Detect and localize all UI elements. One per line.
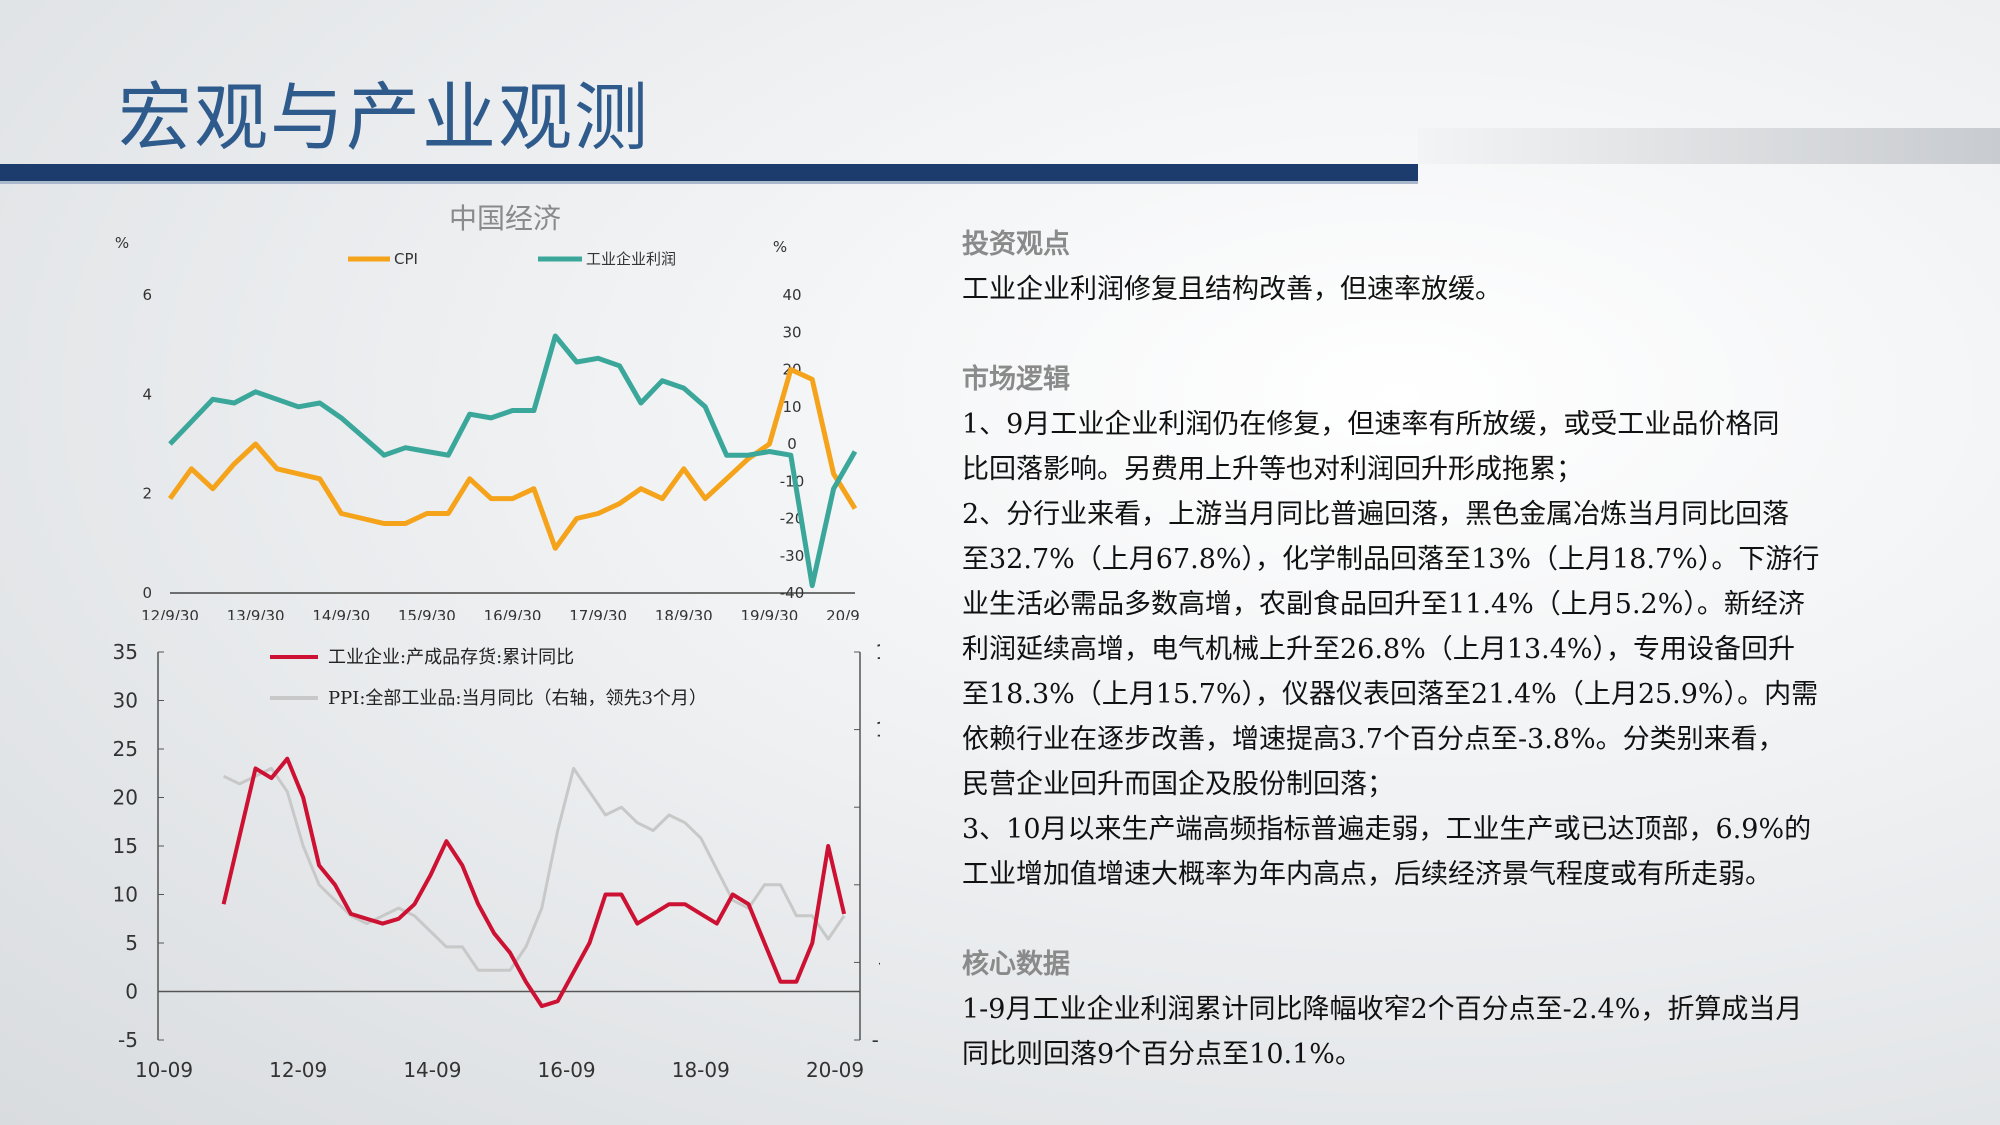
inventory-ppi-chart: 工业企业:产成品存货:累计同比 PPI:全部工业品:当月同比（右轴，领先3个月）… bbox=[113, 640, 880, 1082]
chart1-x-tick: 20/9/30 bbox=[826, 607, 860, 620]
chart2-y-right-tick: -10 bbox=[872, 1028, 880, 1052]
investment-view-heading: 投资观点 bbox=[962, 229, 1070, 260]
chart2-y-right-tick: 10 bbox=[875, 718, 880, 742]
chart2-y-right-tick: 15 bbox=[875, 640, 880, 664]
chart2-y-left-tick: -5 bbox=[118, 1028, 138, 1052]
investment-view-text: 工业企业利润修复且结构改善，但速率放缓。 bbox=[962, 274, 1502, 305]
analysis-panel: 投资观点 工业企业利润修复且结构改善，但速率放缓。 市场逻辑 1、9月工业企业利… bbox=[962, 222, 1962, 1077]
market-logic-line: 2、分行业来看，上游当月同比普遍回落，黑色金属冶炼当月同比回落 bbox=[962, 499, 1790, 530]
chart1-x-tick: 14/9/30 bbox=[312, 607, 370, 620]
industrial-profit-line bbox=[168, 333, 858, 589]
chart2-x-tick: 18-09 bbox=[672, 1058, 730, 1082]
market-logic-line: 民营企业回升而国企及股份制回落； bbox=[962, 769, 1394, 800]
market-logic-line: 依赖行业在逐步改善，增速提高3.7个百分点至-3.8%。分类别来看， bbox=[962, 724, 1785, 755]
chart1-x-tick: 15/9/30 bbox=[398, 607, 456, 620]
chart1-y-right-tick: 30 bbox=[782, 323, 801, 341]
chart2-y-left-tick: 0 bbox=[125, 980, 138, 1004]
market-logic-line: 工业增加值增速大概率为年内高点，后续经济景气程度或有所走弱。 bbox=[962, 859, 1772, 890]
chart2-y-left-tick: 20 bbox=[113, 786, 138, 810]
market-logic-line: 3、10月以来生产端高频指标普遍走弱，工业生产或已达顶部，6.9%的 bbox=[962, 814, 1812, 845]
chart1-y-left-tick: 6 bbox=[142, 286, 152, 304]
market-logic-heading: 市场逻辑 bbox=[962, 364, 1070, 395]
legend-label-profit: 工业企业利润 bbox=[586, 250, 676, 268]
header-band bbox=[0, 164, 1418, 181]
chart1-y-right-tick: 0 bbox=[787, 435, 797, 453]
chart2-y-left-tick: 5 bbox=[125, 931, 138, 955]
chart1-y-left-tick: 0 bbox=[142, 584, 152, 602]
chart1-y-right-tick: -30 bbox=[780, 547, 805, 565]
chart2-y-left-tick: 35 bbox=[113, 640, 138, 664]
market-logic-line: 至18.3%（上月15.7%），仪器仪表回落至21.4%（上月25.9%）。内需 bbox=[962, 679, 1819, 710]
chart1-x-tick: 18/9/30 bbox=[655, 607, 713, 620]
chart1-right-axis-unit: % bbox=[773, 238, 787, 256]
core-data-line: 1-9月工业企业利润累计同比降幅收窄2个百分点至-2.4%，折算成当月 bbox=[962, 994, 1803, 1025]
chart1-y-right-tick: 10 bbox=[782, 398, 801, 416]
core-data-line: 同比则回落9个百分点至10.1%。 bbox=[962, 1039, 1362, 1070]
chart2-y-right-tick: -5 bbox=[878, 950, 880, 974]
ppi-yoy-line bbox=[222, 766, 846, 972]
chart2-y-left-tick: 15 bbox=[113, 834, 138, 858]
chart2-y-left-tick: 25 bbox=[113, 737, 138, 761]
chart1-legend: CPI 工业企业利润 bbox=[348, 250, 676, 268]
chart1-y-left-tick: 4 bbox=[142, 385, 152, 403]
chart2-legend: 工业企业:产成品存货:累计同比 PPI:全部工业品:当月同比（右轴，领先3个月） bbox=[270, 647, 707, 709]
legend-label-ppi: PPI:全部工业品:当月同比（右轴，领先3个月） bbox=[328, 688, 707, 709]
chart2-y-left-tick: 10 bbox=[113, 883, 138, 907]
chart1-x-tick: 12/9/30 bbox=[141, 607, 199, 620]
chart1-y-left-tick: 2 bbox=[142, 485, 152, 503]
market-logic-line: 比回落影响。另费用上升等也对利润回升形成拖累； bbox=[962, 454, 1583, 485]
chart1-y-right-tick: -40 bbox=[780, 584, 805, 602]
chart1-y-right-tick: 40 bbox=[782, 286, 801, 304]
header-decor-strip bbox=[1418, 128, 2000, 164]
legend-label-cpi: CPI bbox=[394, 250, 418, 268]
cpi-line bbox=[167, 367, 858, 551]
chart1-left-axis-unit: % bbox=[115, 234, 129, 252]
market-logic-line: 业生活必需品多数高增，农副食品回升至11.4%（上月5.2%）。新经济 bbox=[962, 589, 1805, 620]
header-band-highlight bbox=[0, 181, 1418, 184]
inventory-yoy-line bbox=[221, 756, 847, 1009]
chart2-x-tick: 20-09 bbox=[806, 1058, 864, 1082]
core-data-heading: 核心数据 bbox=[962, 949, 1070, 980]
market-logic-line: 1、9月工业企业利润仍在修复，但速率有所放缓，或受工业品价格同 bbox=[962, 409, 1780, 440]
market-logic-line: 至32.7%（上月67.8%），化学制品回落至13%（上月18.7%）。下游行 bbox=[962, 544, 1820, 575]
china-economy-chart: 中国经济 % % CPI 工业企业利润 12/9/30 13/9/30 14/9/3… bbox=[115, 202, 860, 620]
legend-label-inventory: 工业企业:产成品存货:累计同比 bbox=[328, 647, 574, 668]
chart1-title: 中国经济 bbox=[449, 202, 561, 235]
chart2-y-left-tick: 30 bbox=[113, 689, 138, 713]
market-logic-text: 1、9月工业企业利润仍在修复，但速率有所放缓，或受工业品价格同 比回落影响。另费用… bbox=[962, 402, 1962, 897]
chart1-x-tick: 13/9/30 bbox=[227, 607, 285, 620]
chart2-x-tick: 10-09 bbox=[135, 1058, 193, 1082]
page-title: 宏观与产业观测 bbox=[118, 75, 650, 161]
chart2-x-tick: 12-09 bbox=[269, 1058, 327, 1082]
chart1-x-tick: 16/9/30 bbox=[484, 607, 542, 620]
chart1-x-tick: 19/9/30 bbox=[740, 607, 798, 620]
chart2-x-tick: 14-09 bbox=[403, 1058, 461, 1082]
core-data-text: 1-9月工业企业利润累计同比降幅收窄2个百分点至-2.4%，折算成当月 同比则回落… bbox=[962, 987, 1962, 1077]
chart2-x-tick: 16-09 bbox=[538, 1058, 596, 1082]
market-logic-line: 利润延续高增，电气机械上升至26.8%（上月13.4%），专用设备回升 bbox=[962, 634, 1796, 665]
chart1-x-tick: 17/9/30 bbox=[569, 607, 627, 620]
